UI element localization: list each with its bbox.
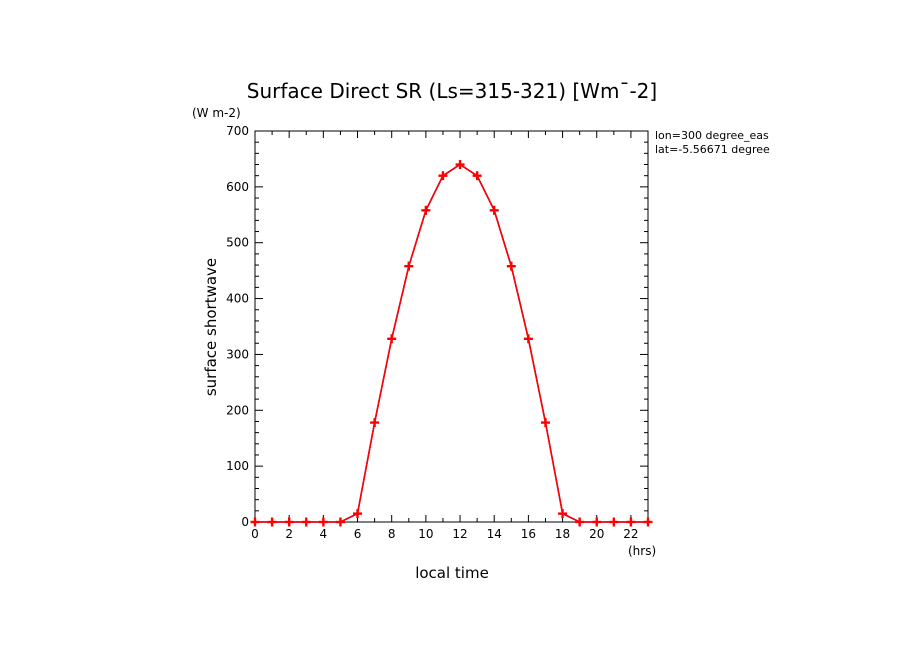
data-point-marker: [267, 517, 277, 527]
y-tick-label: 300: [226, 347, 249, 361]
x-tick-label: 16: [521, 527, 536, 541]
data-point-marker: [455, 160, 465, 170]
x-tick-label: 20: [589, 527, 604, 541]
tick-labels: 0 2 4 6 8 10 12 14 16 18 20 22 0 100 200 300 400 500 600 70…: [226, 124, 638, 541]
x-tick-label: 0: [251, 527, 259, 541]
y-tick-label: 600: [226, 180, 249, 194]
data-point-marker: [626, 517, 636, 527]
data-point-marker: [353, 509, 363, 519]
y-tick-label: 0: [241, 515, 249, 529]
data-point-marker: [472, 171, 482, 181]
x-tick-label: 22: [623, 527, 638, 541]
data-point-marker: [284, 517, 294, 527]
data-point-marker: [387, 334, 397, 344]
data-point-marker: [421, 205, 431, 215]
data-point-marker: [301, 517, 311, 527]
x-tick-label: 6: [354, 527, 362, 541]
x-tick-label: 8: [388, 527, 396, 541]
x-axis-label: local time: [415, 564, 489, 582]
chart-title: Surface Direct SR (Ls=315-321) [Wm¯-2]: [247, 79, 657, 103]
y-tick-label: 100: [226, 459, 249, 473]
y-tick-label: 700: [226, 124, 249, 138]
y-tick-label: 500: [226, 236, 249, 250]
plot-frame: [254, 130, 649, 523]
x-tick-label: 12: [452, 527, 467, 541]
x-tick-label: 4: [320, 527, 328, 541]
data-point-marker: [575, 517, 585, 527]
series-line: [255, 163, 648, 523]
x-tick-label: 10: [418, 527, 433, 541]
x-tick-label: 18: [555, 527, 570, 541]
data-point-marker: [609, 517, 619, 527]
data-point-marker: [558, 509, 568, 519]
data-point-marker: [540, 418, 550, 428]
y-axis-label: surface shortwave: [202, 258, 220, 396]
data-point-marker: [592, 517, 602, 527]
y-tick-label: 200: [226, 403, 249, 417]
x-unit-label: (hrs): [628, 544, 656, 558]
data-point-marker: [370, 418, 380, 428]
x-tick-label: 14: [487, 527, 502, 541]
data-point-marker: [489, 205, 499, 215]
axis-ticks: [254, 130, 649, 523]
data-point-marker: [335, 517, 345, 527]
x-tick-label: 2: [285, 527, 293, 541]
y-unit-label: (W m-2): [192, 106, 241, 120]
data-point-marker: [643, 517, 653, 527]
data-point-marker: [318, 517, 328, 527]
y-tick-label: 400: [226, 292, 249, 306]
series-layer: [250, 160, 653, 527]
data-point-marker: [438, 171, 448, 181]
annotation-longitude: lon=300 degree_eas: [655, 129, 769, 142]
series-line-under: [255, 163, 648, 523]
data-point-marker: [506, 261, 516, 271]
annotation-latitude: lat=-5.56671 degree: [655, 143, 770, 156]
data-point-marker: [250, 517, 260, 527]
data-point-marker: [404, 261, 414, 271]
data-point-marker: [523, 334, 533, 344]
